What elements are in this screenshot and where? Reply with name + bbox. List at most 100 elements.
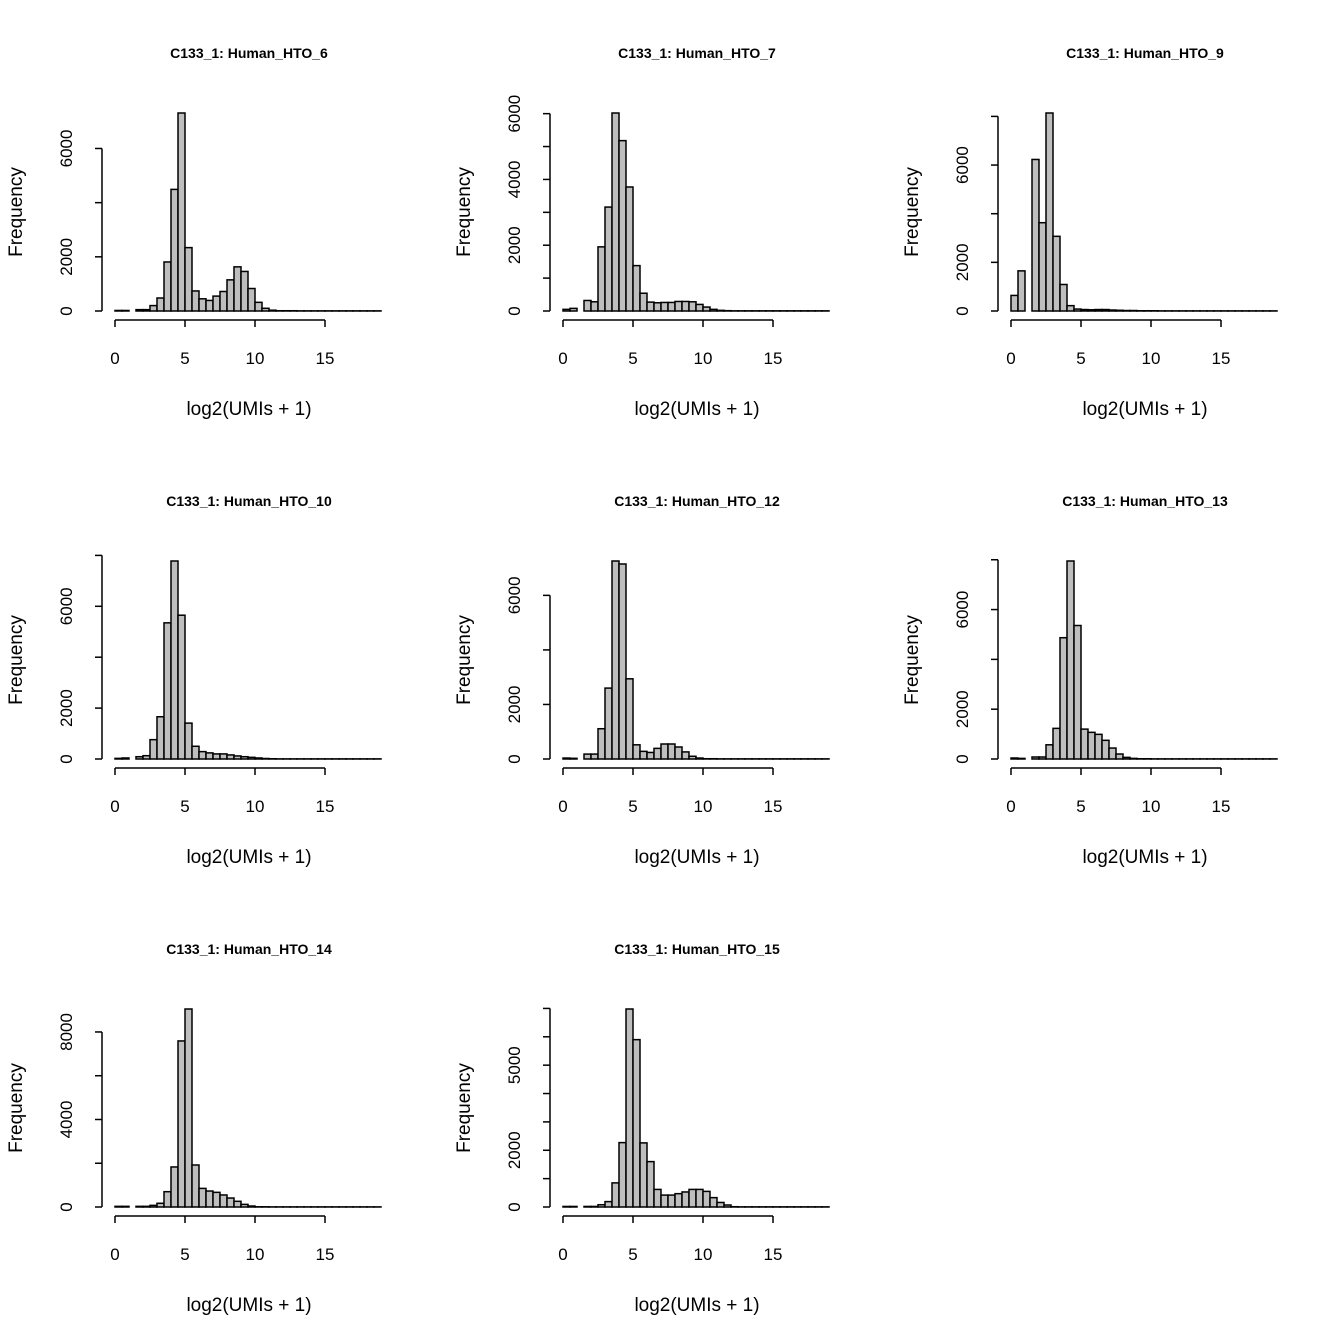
histogram-bar	[198, 750, 207, 760]
histogram-bar	[583, 1205, 592, 1208]
histogram-bar	[226, 1197, 235, 1208]
panel-title: C133_1: Human_HTO_9	[1066, 45, 1224, 61]
x-tick-label: 10	[1142, 349, 1161, 368]
histogram-bar	[625, 186, 634, 312]
histogram-panel: C133_1: Human_HTO_9 0 5 10 15 log2(UMIs + 1) 0…	[902, 45, 1278, 420]
histogram-bar	[247, 1205, 256, 1208]
histogram-bar	[163, 622, 172, 760]
x-tick-label: 5	[628, 1245, 637, 1264]
x-tick-label: 15	[316, 797, 335, 816]
x-axis-label: log2(UMIs + 1)	[186, 1295, 311, 1316]
histogram-bar	[135, 1205, 144, 1208]
histogram-bar	[1010, 294, 1019, 312]
histogram-bar	[1052, 727, 1061, 760]
histogram-bar	[170, 1166, 179, 1208]
x-tick-label: 15	[764, 797, 783, 816]
histogram-bar	[646, 301, 655, 312]
histogram-bar	[170, 188, 179, 312]
histogram-bar	[583, 753, 592, 760]
histogram-bar	[590, 1205, 599, 1208]
histogram-bar	[1108, 309, 1117, 312]
histogram-bar	[1101, 739, 1110, 760]
panel-title: C133_1: Human_HTO_12	[614, 493, 780, 509]
histogram-bar	[1031, 158, 1040, 312]
y-tick-label: 4000	[57, 1101, 76, 1139]
y-axis-label: Frequency	[902, 615, 923, 705]
histogram-bar	[114, 757, 123, 760]
histogram-bar	[163, 261, 172, 312]
y-tick-label: 5000	[505, 1046, 524, 1084]
histogram-bar	[597, 1203, 606, 1208]
x-tick-label: 15	[316, 1245, 335, 1264]
y-tick-label: 2000	[57, 689, 76, 727]
histogram-bar	[1080, 728, 1089, 760]
histogram-bar	[114, 1205, 123, 1208]
histogram-bar	[695, 1188, 704, 1208]
histogram-bar	[184, 246, 193, 312]
x-tick-label: 5	[180, 1245, 189, 1264]
y-tick-label: 8000	[57, 1013, 76, 1051]
histogram-bar	[1045, 744, 1054, 760]
histogram-bar	[240, 1203, 249, 1208]
histogram-bar	[1066, 560, 1075, 760]
histogram-bar	[569, 1205, 578, 1208]
histogram-bar	[660, 1194, 669, 1208]
histogram-bar	[191, 745, 200, 760]
histogram-bar	[163, 1190, 172, 1208]
panel-title: C133_1: Human_HTO_7	[618, 45, 776, 61]
histogram-bar	[156, 716, 165, 760]
histogram-panel: C133_1: Human_HTO_15 0 5 10 15 log2(UMIs + 1)…	[454, 941, 830, 1316]
histogram-bar	[135, 308, 144, 312]
histogram-bar	[1115, 753, 1124, 760]
histogram-bar	[205, 752, 214, 760]
histogram-bar	[667, 1194, 676, 1208]
histogram-bar	[569, 307, 578, 312]
histogram-bar	[205, 1190, 214, 1208]
histogram-bar	[590, 301, 599, 312]
y-tick-label: 6000	[953, 591, 972, 629]
y-tick-label: 0	[505, 306, 524, 315]
panel-title: C133_1: Human_HTO_6	[170, 45, 328, 61]
x-tick-label: 5	[1076, 797, 1085, 816]
x-tick-label: 0	[110, 1245, 119, 1264]
x-tick-label: 10	[694, 1245, 713, 1264]
y-axis-label: Frequency	[454, 167, 475, 257]
histogram-bar	[142, 754, 151, 760]
y-tick-label: 0	[953, 754, 972, 763]
y-tick-label: 0	[505, 754, 524, 763]
histogram-bar	[261, 757, 270, 760]
histogram-bar	[1080, 308, 1089, 312]
histogram-bar	[653, 1188, 662, 1208]
histogram-bar	[1045, 112, 1054, 312]
histogram-bar	[674, 1192, 683, 1208]
histogram-bar	[212, 295, 221, 312]
histogram-bar	[562, 757, 571, 760]
histogram-bar	[1115, 309, 1124, 312]
histogram-bar	[695, 757, 704, 760]
histogram-bar	[688, 301, 697, 312]
x-tick-label: 0	[1006, 797, 1015, 816]
histogram-bar	[121, 1205, 130, 1208]
histogram-bar	[681, 751, 690, 760]
histogram-bar	[184, 1008, 193, 1208]
x-axis-label: log2(UMIs + 1)	[634, 847, 759, 868]
histogram-bar	[562, 308, 571, 312]
histogram-bar	[618, 563, 627, 760]
histogram-bar	[177, 1040, 186, 1208]
y-tick-label: 0	[953, 306, 972, 315]
histogram-bar	[702, 1190, 711, 1208]
x-tick-label: 15	[1212, 349, 1231, 368]
x-tick-label: 15	[316, 349, 335, 368]
x-tick-label: 10	[694, 349, 713, 368]
histogram-bar	[191, 1164, 200, 1208]
histogram-bar	[1101, 308, 1110, 312]
histogram-bar	[667, 743, 676, 760]
y-axis-label: Frequency	[902, 167, 923, 257]
histogram-bar	[219, 1194, 228, 1208]
histogram-bar	[716, 1201, 725, 1208]
histogram-bar	[205, 299, 214, 312]
histogram-bar	[1017, 270, 1026, 312]
x-tick-label: 10	[1142, 797, 1161, 816]
histogram-bar	[177, 112, 186, 312]
histogram-bar	[709, 308, 718, 312]
